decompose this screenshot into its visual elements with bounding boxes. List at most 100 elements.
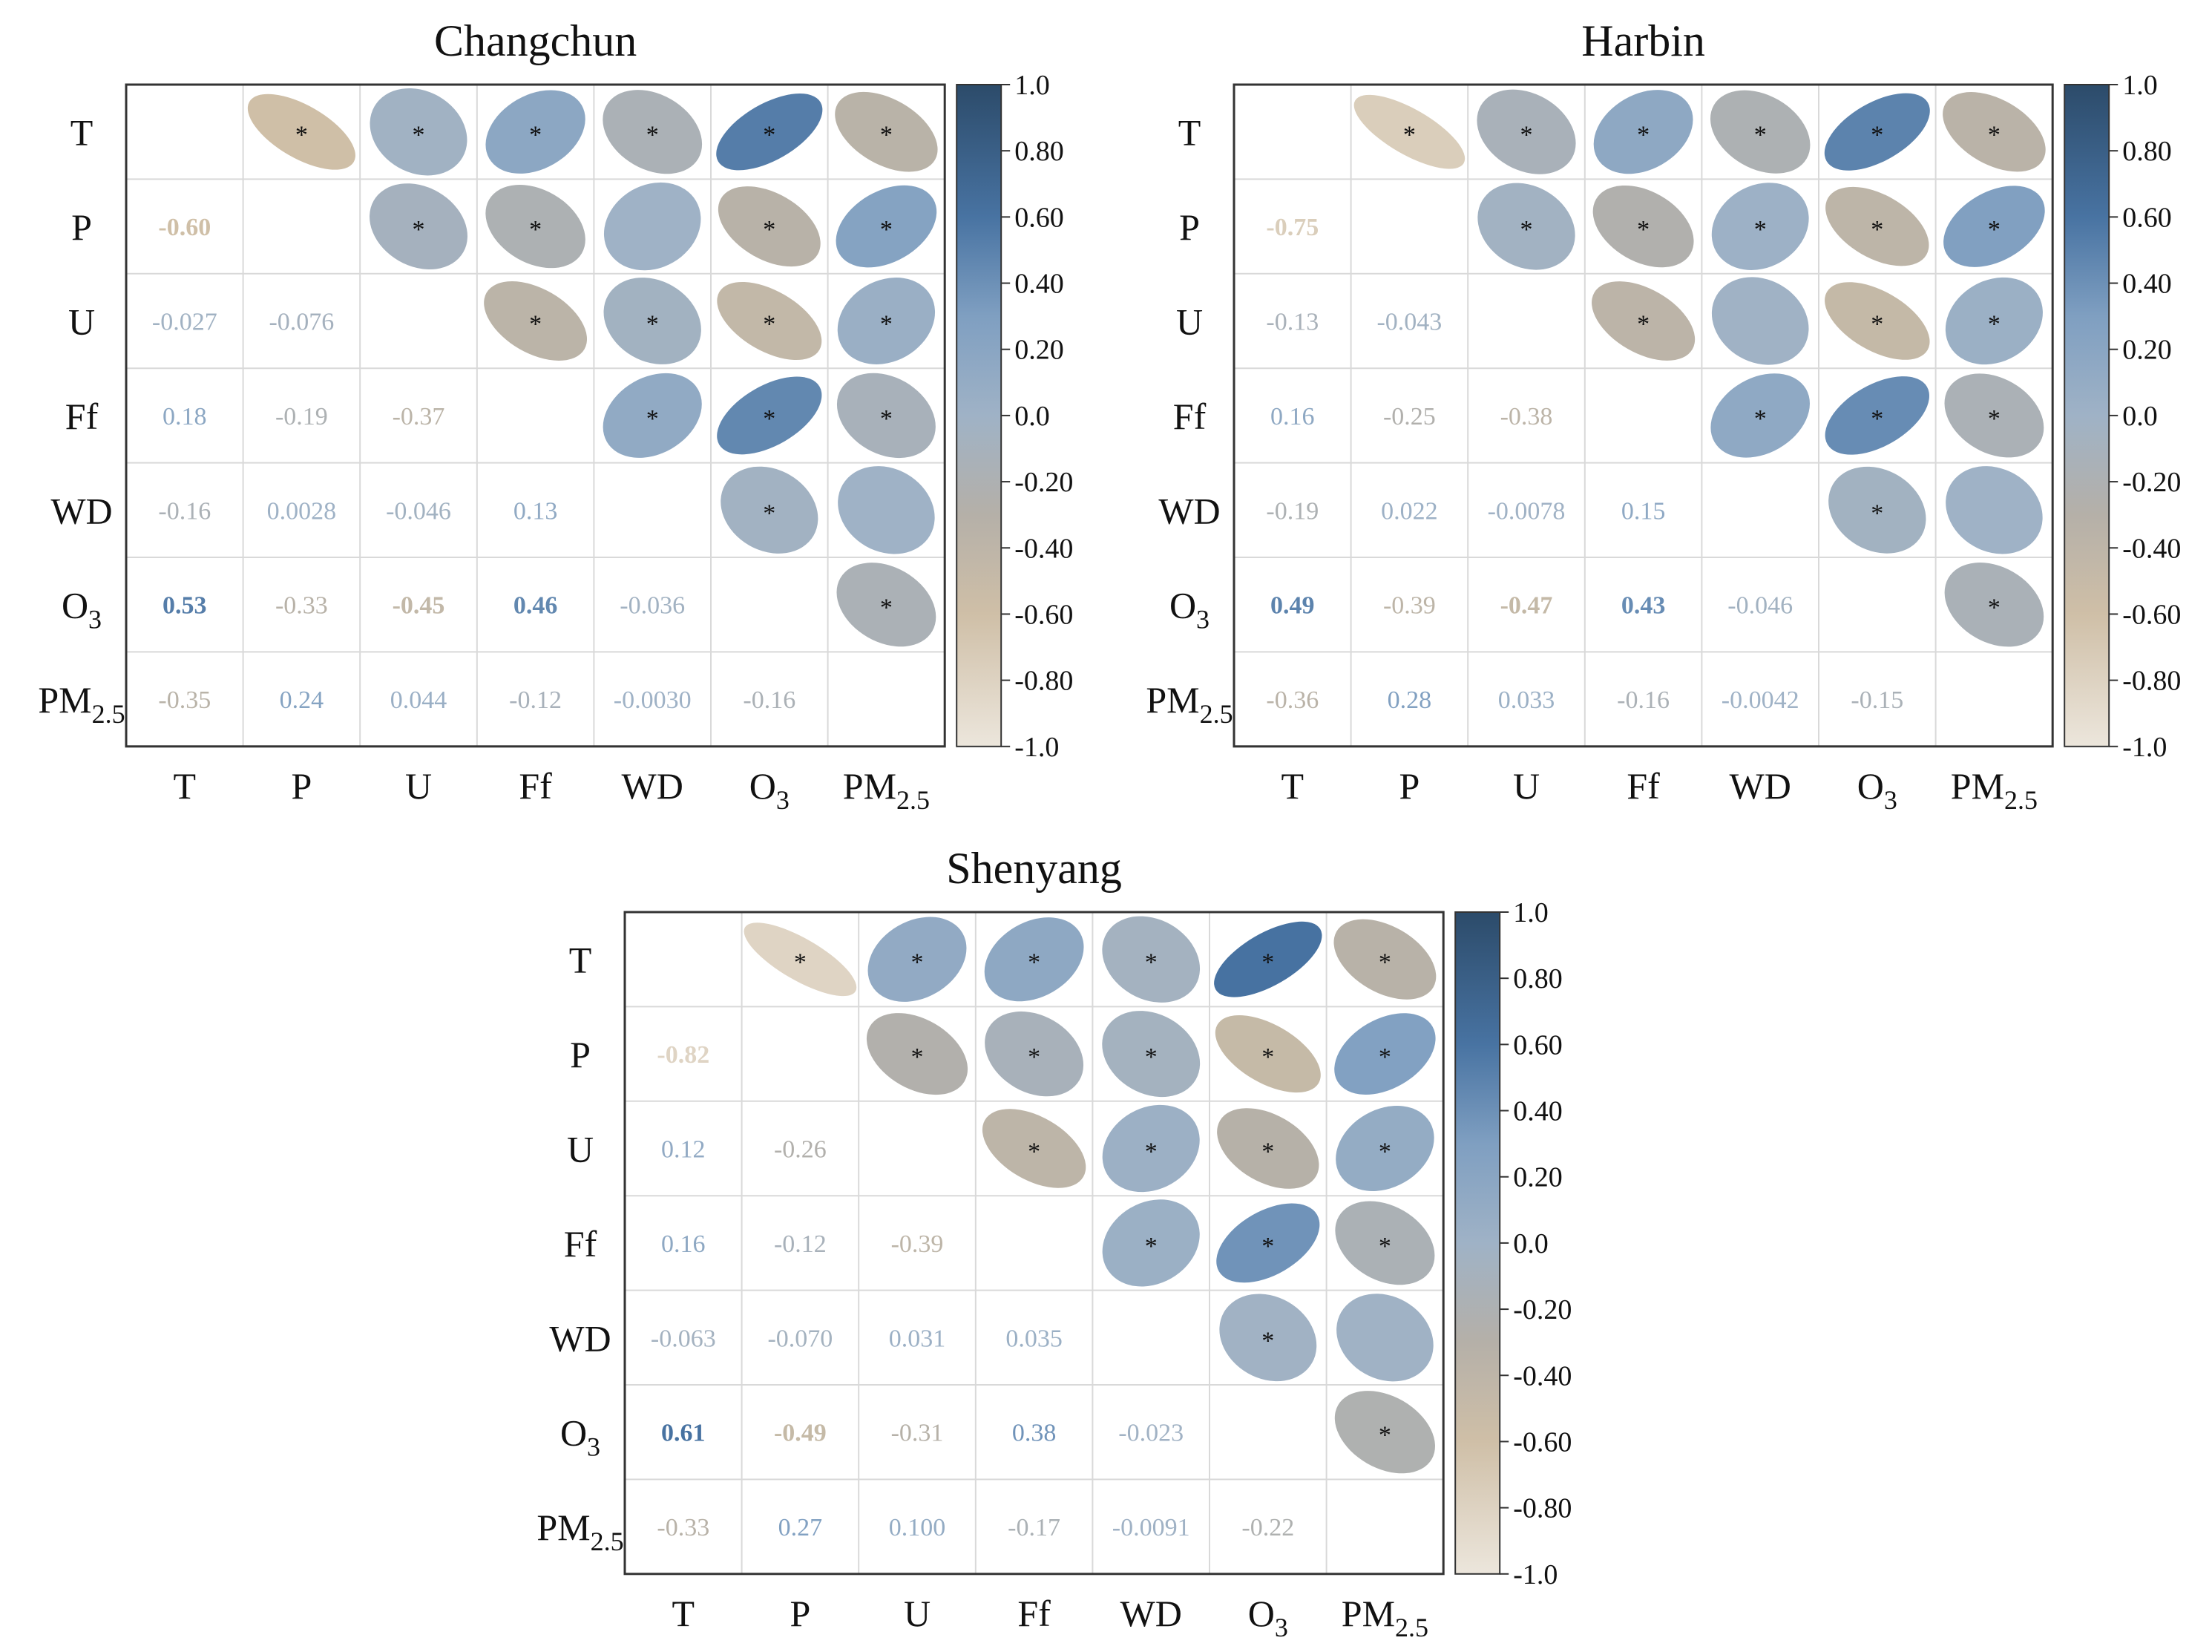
correlation-ellipse [866,1013,968,1095]
correlation-ellipse [1946,466,2043,554]
correlation-ellipse [718,186,821,267]
significance-marker: * [1637,216,1650,243]
significance-marker: * [763,122,775,149]
correlation-ellipse [1217,1108,1319,1189]
cell-value: -0.36 [1266,686,1319,714]
cell-value: -0.023 [1118,1420,1184,1447]
significance-marker: * [1379,1138,1391,1166]
cell-value: -0.0078 [1488,497,1566,525]
colorbar-tick-label: -1.0 [2122,732,2167,763]
correlation-ellipse [717,376,822,455]
row-label: PM2.5 [38,679,125,729]
row-label: P [71,206,92,248]
significance-marker: * [529,216,542,243]
colorbar-tick-label: 0.20 [2122,335,2172,366]
cell-value: -0.12 [509,686,562,714]
significance-marker: * [529,122,542,149]
column-label: WD [622,765,683,807]
cell-value: -0.0030 [614,686,692,714]
correlation-ellipse [1102,916,1201,1003]
correlation-ellipse [370,183,467,270]
significance-marker: * [1871,311,1883,338]
significance-marker: * [1261,1138,1274,1166]
row-label: U [567,1129,594,1170]
significance-marker: * [911,1043,924,1071]
cell-value: -0.063 [651,1325,716,1352]
colorbar-tick-label: -0.80 [1513,1493,1572,1524]
cell-value: 0.100 [889,1514,946,1541]
significance-marker: * [1261,1327,1274,1354]
correlation-ellipse [721,466,818,554]
row-label: Ff [564,1223,597,1265]
colorbar-tick-label: 0.80 [2122,136,2172,167]
correlation-ellipse [1825,186,1929,266]
cell-value: -0.043 [1376,309,1442,336]
cell-value: -0.39 [891,1230,944,1258]
colorbar-tick-label: 0.20 [1513,1162,1563,1193]
correlation-ellipse [1336,1105,1434,1192]
row-label: Ff [65,396,99,437]
correlation-ellipse [1824,93,1930,171]
correlation-ellipse [1825,376,1930,455]
column-label: U [405,765,432,807]
cell-value: -0.036 [620,592,685,620]
significance-marker: * [1637,311,1650,338]
significance-marker: * [413,122,425,149]
significance-marker: * [1261,1233,1274,1260]
row-label: WD [1158,490,1220,531]
correlation-ellipse [1216,1203,1320,1283]
significance-marker: * [880,311,893,338]
cell-value: 0.49 [1270,592,1315,620]
colorbar-tick-label: -0.20 [1513,1294,1572,1325]
cell-value: 0.16 [661,1230,706,1258]
significance-marker: * [763,216,775,243]
colorbar-tick-label: -0.80 [2122,666,2181,697]
correlation-ellipse [836,373,936,459]
correlation-ellipse [1102,1011,1201,1098]
significance-marker: * [911,949,924,977]
significance-marker: * [646,311,659,338]
correlation-ellipse [603,373,702,458]
correlation-ellipse [744,922,857,997]
correlation-ellipse [1334,1391,1435,1474]
cell-value: 0.12 [661,1136,706,1164]
colorbar-tick-label: -0.60 [2122,599,2181,630]
row-label: PM2.5 [536,1507,623,1556]
cell-value: 0.53 [163,592,207,620]
correlation-ellipse [603,278,701,364]
significance-marker: * [1379,949,1391,977]
correlation-ellipse [1943,92,2046,172]
cell-value: -0.45 [393,592,445,620]
row-label: O3 [560,1412,600,1462]
correlation-ellipse [1353,94,1466,169]
cell-value: -0.12 [774,1230,827,1258]
significance-marker: * [1403,122,1416,149]
significance-marker: * [794,949,807,977]
significance-marker: * [1988,311,2001,338]
cell-value: -0.16 [1617,686,1670,714]
cell-value: 0.61 [661,1420,706,1447]
cell-value: -0.16 [158,497,211,525]
cell-value: -0.38 [1500,403,1553,430]
correlation-ellipse [1711,183,1809,270]
correlation-ellipse [1943,186,2045,267]
colorbar-tick-label: 0.0 [1014,401,1050,432]
significance-marker: * [880,594,893,622]
correlation-ellipse [247,94,355,170]
panel-title: Harbin [1581,16,1705,65]
cell-value: 0.13 [513,497,558,525]
cell-value: -0.22 [1241,1514,1294,1541]
cell-value: 0.27 [778,1514,823,1541]
column-label: T [1281,765,1304,807]
correlation-ellipse [1825,282,1930,360]
column-label: O3 [1248,1593,1288,1642]
cell-value: 0.28 [1388,686,1432,714]
correlation-ellipse [1333,919,1437,1000]
colorbar-tick-label: -0.60 [1513,1426,1572,1458]
correlation-ellipse [867,917,967,1002]
correlation-ellipse [485,185,585,269]
row-label: T [569,940,592,981]
plot-frame [623,911,1445,1576]
cell-value: 0.38 [1012,1420,1057,1447]
significance-marker: * [1145,1043,1158,1071]
